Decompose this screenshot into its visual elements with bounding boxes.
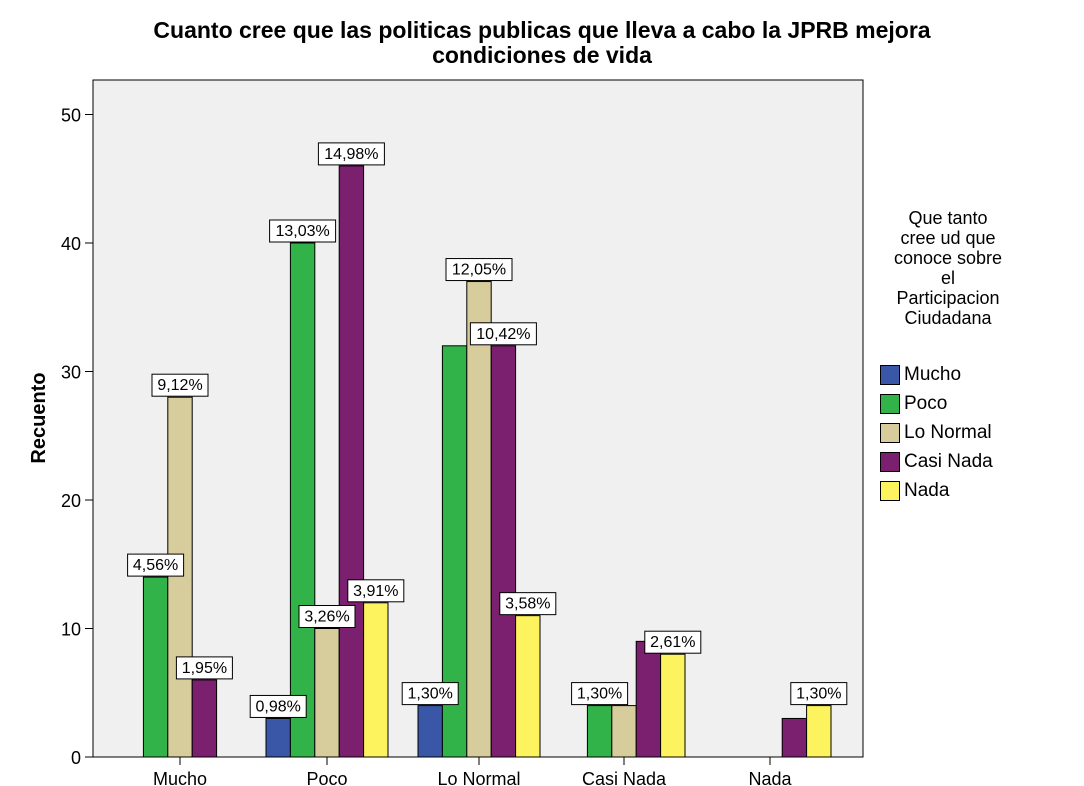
data-label-casi-nada-nada: 2,61% — [650, 634, 695, 651]
legend-swatch-mucho — [880, 365, 900, 385]
y-tick-label-0: 0 — [71, 748, 81, 768]
legend-swatch-poco — [880, 394, 900, 414]
bar-lo-normal-mucho — [417, 705, 443, 758]
legend-label-lo-normal: Lo Normal — [904, 422, 992, 443]
data-label-lo-normal-nada: 3,58% — [505, 596, 550, 613]
data-label-poco-poco: 13,03% — [275, 223, 329, 240]
legend-item-lo-normal: Lo Normal — [880, 422, 992, 444]
data-label-lo-normal-mucho: 1,30% — [408, 686, 453, 703]
legend-label-nada: Nada — [904, 480, 950, 501]
data-label-box-poco-nada — [347, 579, 405, 603]
legend-title-line-1: Que tanto — [908, 208, 988, 228]
bar-nada-nada — [806, 705, 832, 758]
data-label-poco-lo-normal: 3,26% — [304, 609, 349, 626]
legend-label-poco: Poco — [904, 393, 948, 414]
data-label-poco-mucho: 0,98% — [256, 698, 301, 715]
data-label-box-lo-normal-nada — [499, 592, 557, 616]
data-label-poco-casi-nada: 14,98% — [324, 146, 378, 163]
data-label-box-casi-nada-poco — [571, 682, 629, 706]
x-tick-label-lo-normal: Lo Normal — [437, 769, 520, 786]
bar-casi-nada-casi-nada — [635, 640, 662, 758]
y-tick-label-40: 40 — [61, 234, 81, 254]
y-tick-label-10: 10 — [61, 620, 81, 640]
bar-casi-nada-lo-normal — [611, 705, 637, 758]
bar-lo-normal-nada — [515, 615, 541, 758]
data-label-casi-nada-poco: 1,30% — [577, 686, 622, 703]
data-label-box-poco-lo-normal — [298, 605, 356, 628]
legend-swatch-casi-nada — [880, 452, 900, 472]
y-axis-label: Recuento — [28, 372, 50, 463]
legend-label-casi-nada: Casi Nada — [904, 451, 993, 472]
chart-title: Cuanto cree que las politicas publicas q… — [0, 18, 1084, 68]
chart-title-line-2: condiciones de vida — [432, 42, 652, 68]
legend-title-line-6: Ciudadana — [904, 308, 992, 328]
bar-casi-nada-poco — [586, 705, 613, 758]
bar-mucho-lo-normal — [167, 396, 193, 758]
legend-swatch-nada — [880, 481, 900, 501]
bar-lo-normal-casi-nada — [490, 345, 517, 758]
data-label-box-lo-normal-mucho — [401, 682, 459, 706]
legend-title-line-5: Participacion — [896, 288, 1000, 308]
data-label-lo-normal-casi-nada: 10,42% — [476, 326, 530, 343]
data-label-mucho-poco: 4,56% — [133, 557, 178, 574]
y-tick-label-30: 30 — [61, 363, 81, 383]
legend-label-mucho: Mucho — [904, 364, 962, 385]
data-label-box-poco-poco — [269, 219, 337, 243]
bar-poco-casi-nada — [338, 165, 365, 758]
legend-title-line-4: el — [940, 268, 955, 288]
legend-title: Que tanto cree ud que conoce sobre el Pa… — [862, 208, 1034, 328]
bar-lo-normal-lo-normal — [466, 281, 492, 758]
bar-poco-poco — [289, 242, 316, 758]
bar-poco-lo-normal — [314, 628, 340, 758]
bar-poco-mucho — [265, 717, 291, 758]
bar-poco-nada — [363, 602, 389, 758]
data-label-poco-nada: 3,91% — [353, 583, 398, 600]
x-tick-label-poco: Poco — [306, 769, 347, 786]
legend-item-mucho: Mucho — [880, 364, 961, 386]
data-label-box-mucho-lo-normal — [151, 373, 209, 397]
legend-item-poco: Poco — [880, 393, 947, 415]
data-label-box-nada-nada — [790, 682, 848, 706]
bar-mucho-casi-nada — [191, 679, 218, 758]
legend-title-line-3: conoce sobre — [893, 248, 1003, 268]
legend-title-line-2: cree ud que — [900, 228, 996, 248]
data-label-box-casi-nada-nada — [644, 630, 702, 654]
x-tick-label-mucho: Mucho — [153, 769, 207, 786]
bar-casi-nada-nada — [660, 653, 686, 758]
data-label-mucho-lo-normal: 9,12% — [157, 377, 202, 394]
legend-item-nada: Nada — [880, 480, 949, 502]
data-label-box-mucho-casi-nada — [175, 656, 233, 680]
y-tick-label-50: 50 — [61, 106, 81, 126]
data-label-box-lo-normal-casi-nada — [469, 322, 537, 346]
x-tick-label-casi-nada: Casi Nada — [582, 769, 667, 786]
data-label-box-poco-mucho — [249, 694, 307, 718]
legend-swatch-lo-normal — [880, 423, 900, 443]
data-label-nada-nada: 1,30% — [796, 686, 841, 703]
y-tick-label-20: 20 — [61, 491, 81, 511]
data-label-box-poco-casi-nada — [317, 142, 385, 166]
bar-nada-casi-nada — [781, 717, 808, 758]
data-label-mucho-casi-nada: 1,95% — [182, 660, 227, 677]
chart-title-line-1: Cuanto cree que las politicas publicas q… — [153, 17, 931, 43]
data-label-box-lo-normal-lo-normal — [445, 258, 513, 282]
legend-item-casi-nada: Casi Nada — [880, 451, 993, 473]
data-label-box-mucho-poco — [127, 553, 185, 577]
bar-mucho-poco — [142, 576, 169, 758]
data-label-lo-normal-lo-normal: 12,05% — [452, 262, 506, 279]
x-tick-label-nada: Nada — [748, 769, 792, 786]
